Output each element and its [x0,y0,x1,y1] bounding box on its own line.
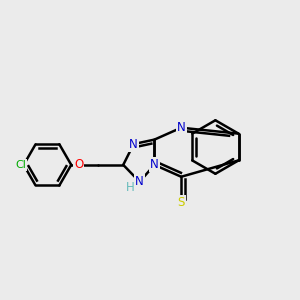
Text: N: N [177,121,186,134]
Text: N: N [129,138,138,151]
Text: N: N [150,158,159,171]
Text: H: H [126,181,135,194]
Text: S: S [178,196,185,208]
Text: Cl: Cl [15,160,26,170]
Text: O: O [74,158,83,171]
Text: N: N [135,175,144,188]
